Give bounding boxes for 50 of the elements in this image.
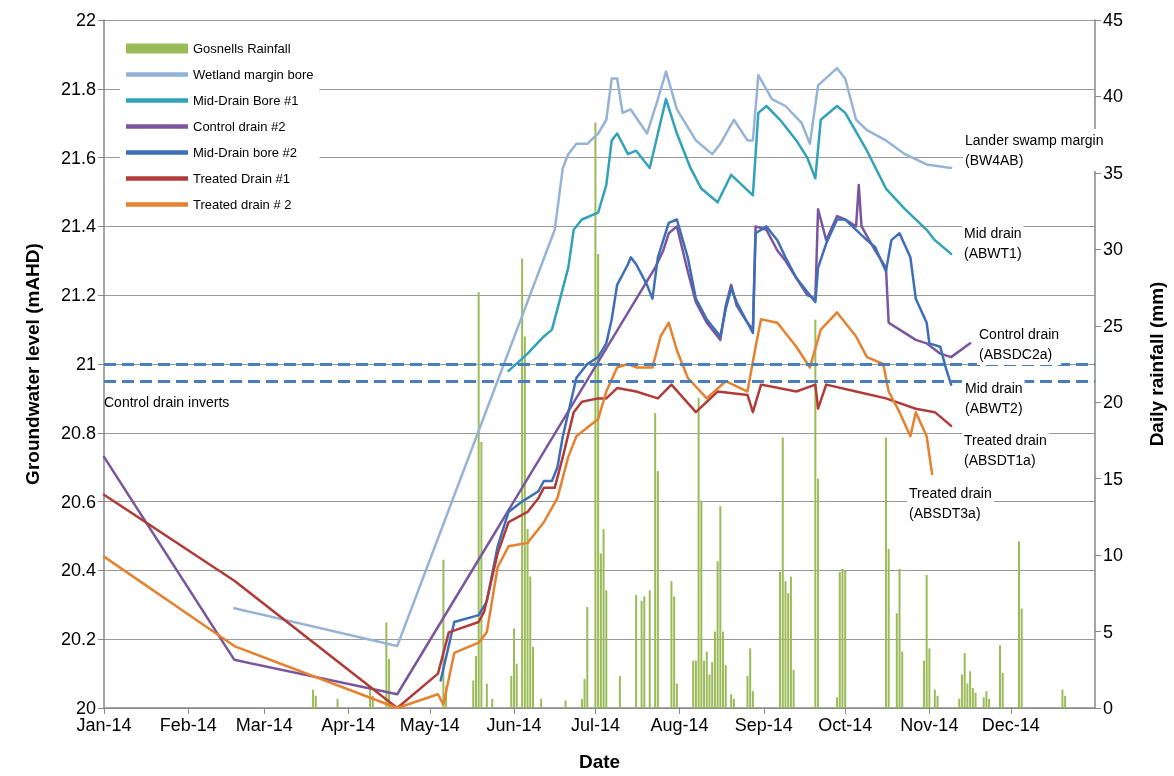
y-tick-label: 21.2 bbox=[60, 285, 96, 306]
y-tick-label: 20.4 bbox=[60, 560, 96, 581]
annotation: Mid drain (ABWT1) bbox=[964, 225, 1022, 261]
legend-label: Treated drain # 2 bbox=[193, 197, 292, 212]
legend-label: Treated Drain #1 bbox=[193, 171, 291, 186]
x-tick-label: Apr-14 bbox=[321, 715, 376, 735]
y2-tick-label: 35 bbox=[1103, 162, 1124, 183]
x-tick-label: Sep-14 bbox=[734, 715, 793, 735]
y-tick-label: 22 bbox=[75, 10, 96, 30]
annotation: Lander swamp margin (BW4AB) bbox=[965, 132, 1104, 168]
y-tick-label: 20.6 bbox=[60, 491, 96, 512]
y2-tick-label: 40 bbox=[1103, 86, 1124, 107]
x-tick-label: Jan-14 bbox=[76, 715, 132, 735]
y-tick-label: 20.8 bbox=[60, 422, 96, 443]
y2-tick-label: 30 bbox=[1103, 239, 1124, 260]
legend-label: Mid-Drain bore #2 bbox=[193, 145, 298, 160]
y2-tick-label: 45 bbox=[1103, 10, 1124, 30]
y2-tick-label: 0 bbox=[1103, 698, 1114, 718]
y2-tick-label: 5 bbox=[1103, 621, 1114, 642]
legend-label: Mid-Drain Bore #1 bbox=[193, 93, 299, 108]
annotation: Control drain (ABSDC2a) bbox=[979, 326, 1060, 362]
x-tick-label: Jun-14 bbox=[486, 715, 542, 735]
y-tick-label: 20 bbox=[75, 698, 96, 718]
legend-label: Control drain #2 bbox=[193, 119, 286, 134]
x-tick-label: Nov-14 bbox=[900, 715, 959, 735]
x-tick-label: Oct-14 bbox=[818, 715, 873, 735]
y-tick-label: 21.4 bbox=[60, 216, 96, 237]
x-axis-title: Date bbox=[578, 751, 621, 772]
x-tick-label: May-14 bbox=[399, 715, 460, 735]
x-tick-label: Jul-14 bbox=[570, 715, 620, 735]
x-tick-label: Dec-14 bbox=[981, 715, 1040, 735]
legend-label: Gosnells Rainfall bbox=[193, 41, 291, 56]
y2-tick-label: 25 bbox=[1103, 315, 1124, 336]
y2-tick-label: 10 bbox=[1103, 545, 1124, 566]
y2-tick-label: 20 bbox=[1103, 392, 1124, 413]
annotation: Treated drain (ABSDT1a) bbox=[964, 432, 1047, 468]
annotation: Treated drain (ABSDT3a) bbox=[909, 485, 992, 521]
x-tick-label: Mar-14 bbox=[235, 715, 293, 735]
y-tick-label: 20.2 bbox=[60, 629, 96, 650]
annotation: Mid drain (ABWT2) bbox=[965, 380, 1023, 416]
y-axis-title: Groundwater level (mAHD) bbox=[22, 243, 43, 485]
legend-label: Wetland margin bore bbox=[193, 67, 314, 82]
x-tick-label: Aug-14 bbox=[650, 715, 709, 735]
x-tick-label: Feb-14 bbox=[159, 715, 217, 735]
y-tick-label: 21 bbox=[75, 354, 96, 374]
ref-line-label: Control drain inverts bbox=[104, 394, 230, 411]
y2-tick-label: 15 bbox=[1103, 468, 1124, 489]
y2-axis-title: Daily rainfall (mm) bbox=[1146, 281, 1167, 447]
y-tick-label: 21.6 bbox=[60, 147, 96, 168]
y-tick-label: 21.8 bbox=[60, 78, 96, 99]
